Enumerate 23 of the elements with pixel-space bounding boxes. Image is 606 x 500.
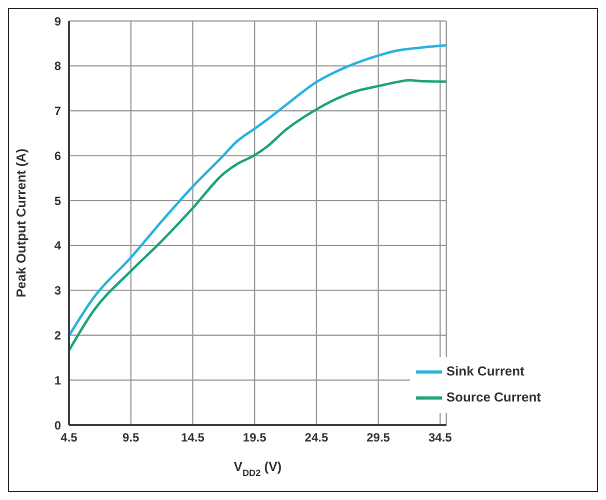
y-tick-label: 0 xyxy=(54,418,62,432)
line-series xyxy=(69,79,446,352)
y-axis-title: Peak Output Current (A) xyxy=(14,148,29,298)
y-tick-label: 4 xyxy=(54,238,62,253)
x-tick-label: 4.5 xyxy=(60,430,78,445)
x-tick-label: 34.5 xyxy=(428,430,452,445)
x-axis-title: V$_{DD2}$ (V) xyxy=(234,459,282,478)
legend-label: Sink Current xyxy=(446,363,524,378)
y-tick-label: 3 xyxy=(54,284,62,298)
legend-label: Source Current xyxy=(446,389,541,404)
x-tick-label: 24.5 xyxy=(304,430,328,445)
y-tick-label: 5 xyxy=(54,194,62,208)
y-tick-label: 7 xyxy=(54,104,62,118)
x-tick-label: 14.5 xyxy=(181,430,205,445)
y-tick-label: 6 xyxy=(54,148,62,163)
y-tick-label: 8 xyxy=(54,59,62,74)
x-tick-label: 9.5 xyxy=(122,430,140,445)
y-tick-label: 2 xyxy=(54,328,62,342)
line-series xyxy=(69,44,446,337)
x-tick-label: 29.5 xyxy=(366,430,390,445)
x-tick-label: 19.5 xyxy=(242,430,267,445)
y-tick-label: 9 xyxy=(54,14,62,28)
y-tick-label: 1 xyxy=(54,373,62,388)
